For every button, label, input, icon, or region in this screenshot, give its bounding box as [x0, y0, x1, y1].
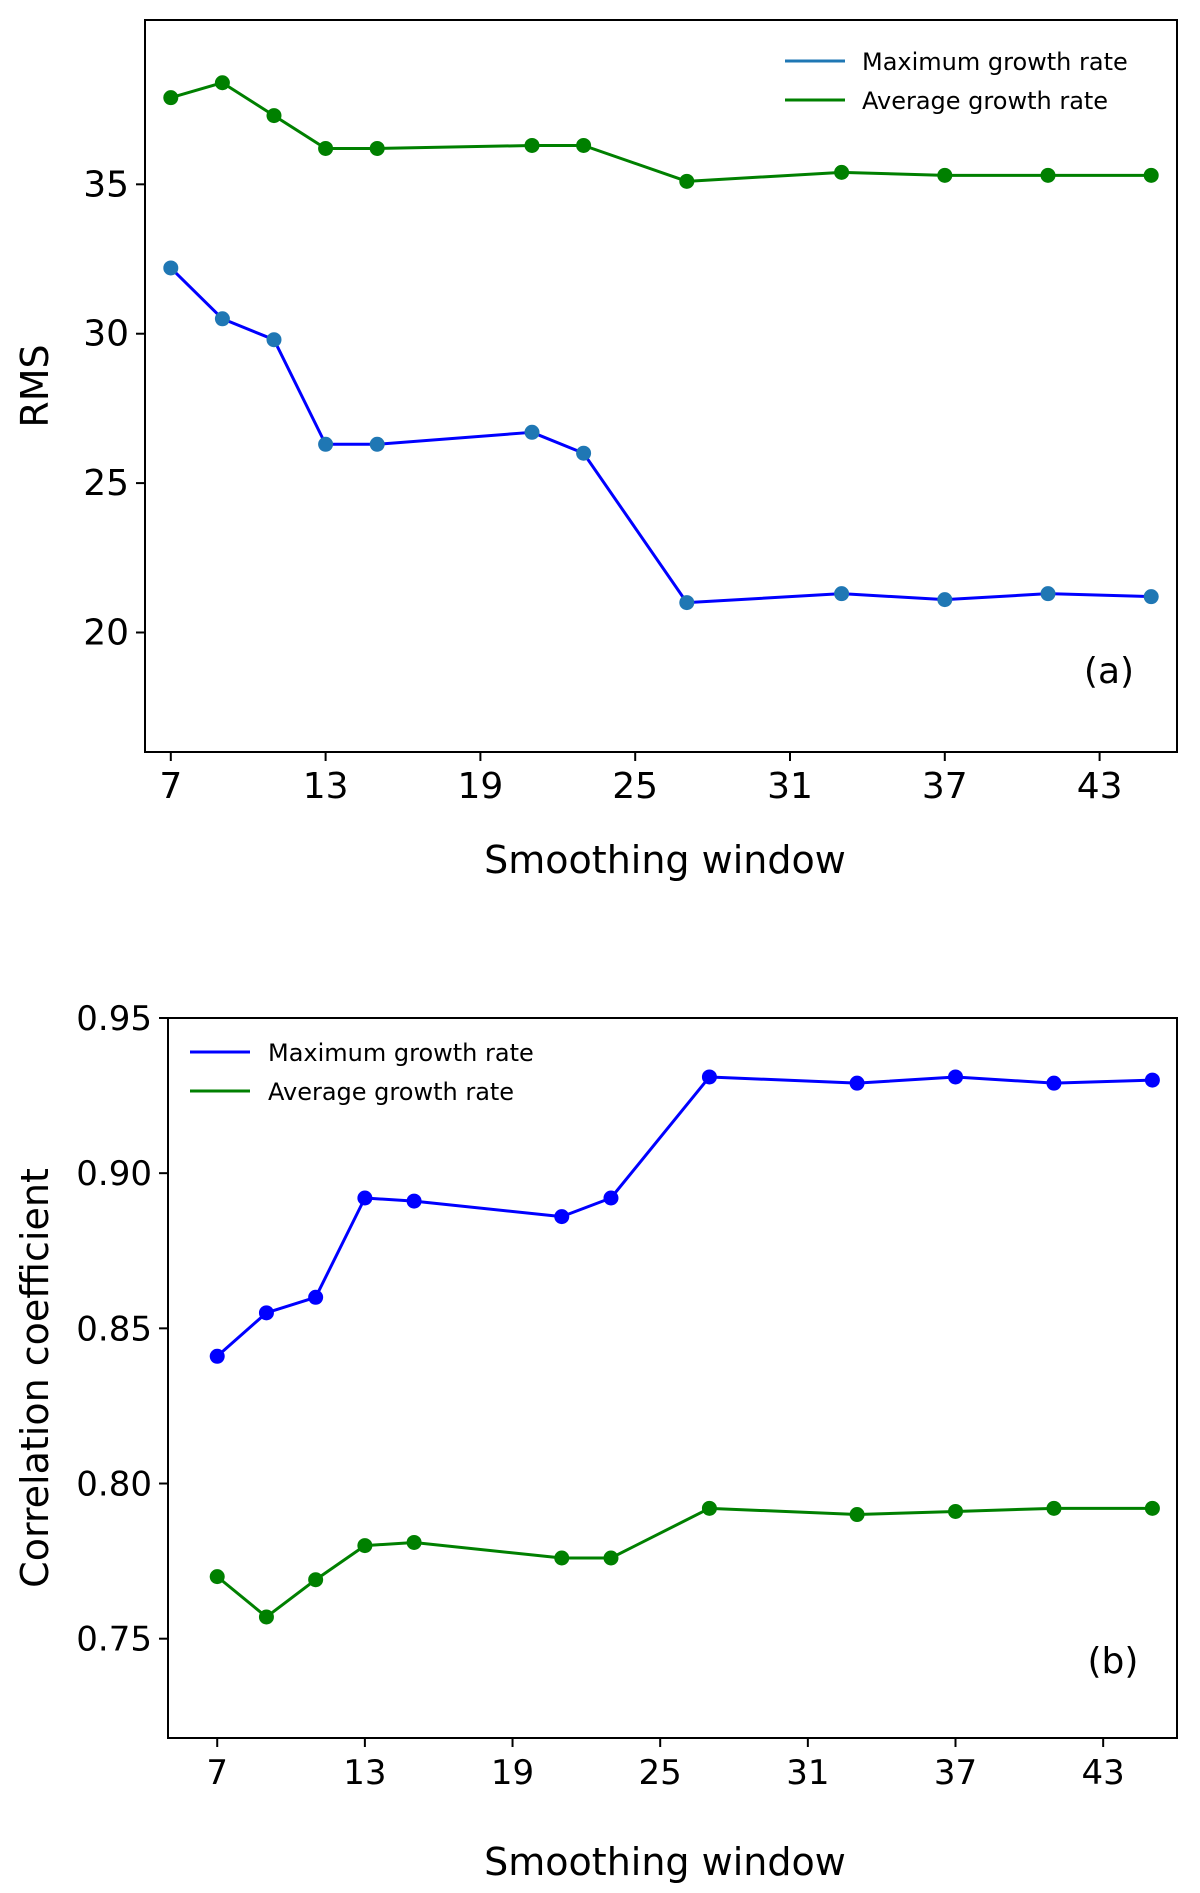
data-point	[266, 332, 282, 348]
legend-label: Average growth rate	[862, 87, 1108, 115]
data-point	[1144, 1072, 1160, 1088]
y-tick-label: 0.75	[76, 1620, 152, 1660]
legend-label: Average growth rate	[268, 1078, 514, 1106]
data-point	[406, 1193, 422, 1209]
data-point	[258, 1305, 274, 1321]
panel-b: 7 13 19 25 31 37 43 0.75 0.80 0.85 0.90 0.95 Maximu…	[13, 999, 1178, 1884]
data-point	[937, 592, 953, 608]
y-tick-label: 0.95	[76, 999, 152, 1039]
x-tick-label: 43	[1082, 1753, 1125, 1793]
data-point	[849, 1507, 865, 1523]
data-point	[318, 140, 334, 156]
data-point	[1046, 1075, 1062, 1091]
legend-b: Maximum growth rate Average growth rate	[190, 1039, 534, 1106]
series-line	[169, 266, 1152, 605]
data-point	[1046, 1500, 1062, 1516]
data-point	[308, 1572, 324, 1588]
data-point	[406, 1534, 422, 1550]
data-point	[163, 260, 179, 276]
y-tick-label: 25	[83, 463, 129, 504]
legend-label: Maximum growth rate	[862, 48, 1128, 76]
data-point	[258, 1609, 274, 1625]
data-point	[849, 1075, 865, 1091]
x-tick-label: 13	[343, 1753, 386, 1793]
y-axis-label-b: Correlation coefficient	[13, 1168, 57, 1588]
x-tick-label: 13	[303, 766, 349, 807]
panel-label-a: (a)	[1084, 651, 1134, 692]
y-tick-label: 0.90	[76, 1154, 152, 1194]
y-tick-label: 20	[83, 612, 129, 653]
data-point	[369, 140, 385, 156]
data-point	[603, 1550, 619, 1566]
x-tick-label: 37	[922, 766, 968, 807]
data-point	[524, 424, 540, 440]
data-point	[576, 137, 592, 153]
x-tick-label: 31	[786, 1753, 829, 1793]
x-tick-label: 25	[612, 766, 658, 807]
data-point	[214, 311, 230, 327]
data-point	[834, 586, 850, 602]
data-point	[524, 137, 540, 153]
series-line	[216, 1506, 1153, 1619]
legend-a: Maximum growth rate Average growth rate	[785, 48, 1128, 115]
data-point	[603, 1190, 619, 1206]
axes-frame-a	[144, 19, 1178, 753]
legend-label: Maximum growth rate	[268, 1039, 534, 1067]
x-tick-label: 19	[491, 1753, 534, 1793]
data-point	[357, 1190, 373, 1206]
data-point	[266, 108, 282, 124]
panel-label-b: (b)	[1088, 1641, 1139, 1682]
y-tick-label: 30	[83, 314, 129, 355]
data-point	[209, 1569, 225, 1585]
data-point	[1144, 1500, 1160, 1516]
data-point	[209, 1348, 225, 1364]
plot-area-a: 7 13 19 25 31 37 43 20 25 30 35	[83, 75, 1159, 807]
data-point	[679, 595, 695, 611]
y-tick-label: 0.80	[76, 1465, 152, 1505]
y-axis-label-a: RMS	[13, 344, 57, 427]
data-point	[1143, 589, 1159, 605]
panel-a: 7 13 19 25 31 37 43 20 25 30 35 Maximum growth rat…	[13, 19, 1178, 882]
x-axis-label-b: Smoothing window	[484, 1840, 846, 1884]
data-point	[1143, 167, 1159, 183]
data-point	[1040, 167, 1056, 183]
data-point	[1040, 586, 1056, 602]
data-point	[576, 445, 592, 461]
data-point	[679, 173, 695, 189]
x-tick-label: 19	[457, 766, 503, 807]
data-point	[554, 1550, 570, 1566]
data-point	[308, 1289, 324, 1305]
data-point	[318, 436, 334, 452]
series-line	[216, 1075, 1153, 1358]
data-point	[701, 1069, 717, 1085]
y-tick-label: 35	[83, 164, 129, 205]
x-axis-label-a: Smoothing window	[484, 838, 846, 882]
data-point	[948, 1503, 964, 1519]
data-point	[214, 75, 230, 91]
y-tick-label: 0.85	[76, 1309, 152, 1349]
data-point	[834, 164, 850, 180]
series-line	[170, 81, 1152, 183]
data-point	[948, 1069, 964, 1085]
x-tick-label: 43	[1077, 766, 1123, 807]
x-tick-label: 7	[206, 1753, 228, 1793]
data-point	[554, 1209, 570, 1225]
plot-area-b: 7 13 19 25 31 37 43 0.75 0.80 0.85 0.90 0.95	[76, 999, 1160, 1793]
data-point	[369, 436, 385, 452]
x-tick-label: 31	[767, 766, 813, 807]
x-tick-label: 25	[639, 1753, 682, 1793]
data-point	[937, 167, 953, 183]
data-point	[357, 1538, 373, 1554]
axes-frame-b	[167, 1017, 1178, 1739]
data-point	[163, 90, 179, 106]
data-point	[701, 1500, 717, 1516]
x-tick-label: 37	[934, 1753, 977, 1793]
x-tick-label: 7	[159, 766, 182, 807]
